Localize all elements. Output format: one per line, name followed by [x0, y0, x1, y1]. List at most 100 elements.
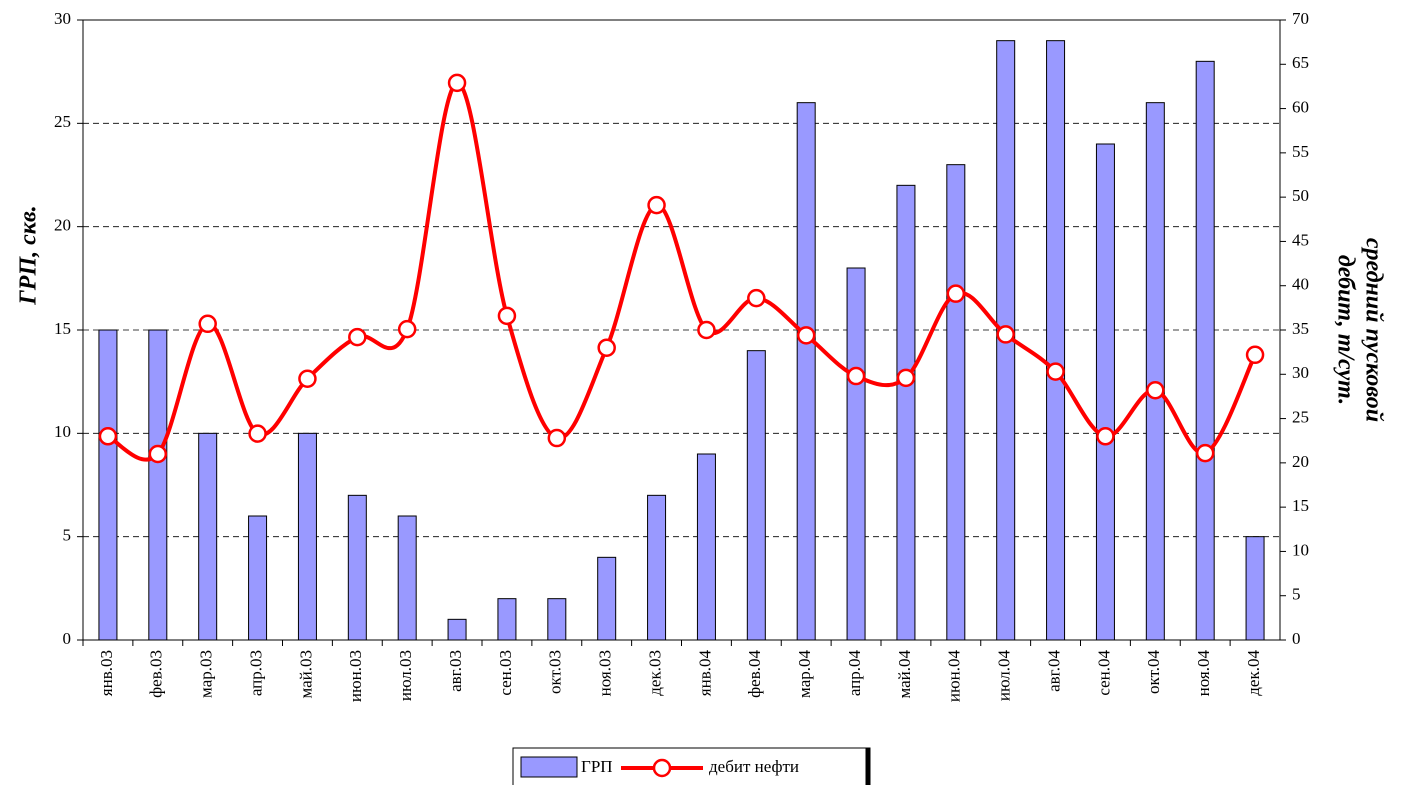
y2-tick-label: 60: [1292, 97, 1309, 116]
marker: [946, 284, 966, 303]
bar: [497, 598, 517, 641]
bar: [198, 432, 218, 641]
bar: [846, 267, 866, 641]
bar: [297, 432, 317, 641]
bar: [597, 556, 617, 641]
marker: [747, 288, 766, 308]
plot-area: [82, 19, 1281, 641]
y2-tick-label: 50: [1292, 186, 1309, 205]
marker: [697, 320, 716, 340]
x-tick-label: мар.03: [197, 650, 216, 698]
marker: [1046, 362, 1065, 381]
x-tick-label: авг.03: [446, 650, 465, 692]
marker: [198, 314, 217, 334]
y2-axis-label: дебит, т/сут.: [1332, 255, 1358, 405]
y2-axis-label: средний пусковой: [1360, 238, 1386, 422]
bar: [746, 350, 766, 641]
y2-tick-label: 70: [1292, 9, 1309, 28]
marker: [1096, 427, 1115, 446]
x-tick-label: янв.04: [695, 650, 714, 697]
marker: [298, 369, 317, 388]
y-tick-label: 20: [54, 216, 71, 235]
x-tick-label: дек.04: [1244, 650, 1263, 696]
y-tick-label: 10: [54, 422, 71, 441]
y2-tick-label: 15: [1292, 496, 1309, 515]
y-axis-label: ГРП, скв.: [16, 205, 42, 305]
marker: [447, 73, 467, 93]
marker: [1245, 345, 1265, 365]
bar: [397, 515, 417, 641]
marker: [996, 325, 1015, 344]
bar: [647, 494, 667, 641]
legend-marker: [652, 758, 672, 778]
y2-tick-label: 45: [1292, 230, 1309, 249]
marker: [547, 428, 567, 448]
x-tick-label: июн.04: [945, 650, 964, 703]
y-tick-label: 0: [63, 629, 72, 648]
marker: [647, 195, 666, 215]
marker: [348, 327, 367, 347]
x-tick-label: дек.03: [645, 650, 664, 696]
marker: [497, 306, 517, 326]
y2-tick-label: 40: [1292, 275, 1309, 294]
y2-tick-label: 20: [1292, 452, 1309, 471]
legend-swatch: [520, 756, 578, 778]
x-tick-label: май.04: [895, 650, 914, 699]
x-tick-label: июл.03: [396, 650, 415, 701]
y2-tick-label: 55: [1292, 142, 1309, 161]
bar: [1046, 40, 1066, 641]
marker: [1146, 380, 1165, 400]
y2-tick-label: 25: [1292, 407, 1309, 426]
y-tick-label: 15: [54, 319, 71, 338]
marker: [796, 326, 816, 345]
x-tick-label: апр.03: [246, 650, 265, 696]
y-tick-label: 30: [54, 9, 71, 28]
y2-tick-label: 30: [1292, 363, 1309, 382]
y2-tick-label: 65: [1292, 53, 1309, 72]
marker: [397, 319, 417, 339]
marker: [98, 427, 118, 446]
bar: [347, 494, 367, 641]
x-tick-label: авг.04: [1044, 650, 1063, 692]
x-tick-label: окт.04: [1144, 650, 1163, 694]
x-tick-label: сен.04: [1094, 650, 1113, 696]
x-tick-label: ноя.04: [1194, 650, 1213, 697]
y-tick-label: 25: [54, 112, 71, 131]
x-tick-label: июл.04: [995, 650, 1014, 702]
bar: [547, 598, 567, 641]
bar: [248, 515, 268, 641]
legend-label: дебит нефти: [709, 757, 799, 776]
bar: [148, 329, 168, 641]
bar: [696, 453, 716, 641]
marker: [1195, 443, 1215, 463]
legend-label: ГРП: [581, 757, 613, 776]
x-tick-label: фев.04: [745, 650, 764, 698]
marker: [148, 444, 168, 464]
x-tick-label: мар.04: [795, 650, 814, 698]
x-tick-label: май.03: [296, 650, 315, 699]
marker: [846, 366, 866, 386]
bar: [796, 102, 816, 641]
bar: [946, 164, 966, 641]
y-tick-label: 5: [63, 526, 72, 545]
marker: [248, 424, 267, 443]
x-tick-label: окт.03: [546, 650, 565, 694]
bar: [1195, 60, 1215, 641]
y2-tick-label: 10: [1292, 540, 1309, 559]
bar: [1095, 143, 1115, 641]
y2-tick-label: 5: [1292, 585, 1301, 604]
x-tick-label: июн.03: [346, 650, 365, 702]
y2-tick-label: 35: [1292, 319, 1309, 338]
marker: [896, 368, 916, 388]
x-tick-label: фев.03: [147, 650, 166, 698]
x-tick-label: янв.03: [97, 650, 116, 696]
y2-tick-label: 0: [1292, 629, 1301, 648]
bar: [447, 618, 467, 641]
bar: [1245, 536, 1265, 641]
x-tick-label: сен.03: [496, 650, 515, 696]
bar: [896, 184, 916, 641]
x-tick-label: апр.04: [845, 650, 864, 697]
bar: [1145, 102, 1165, 641]
bar: [98, 329, 118, 641]
